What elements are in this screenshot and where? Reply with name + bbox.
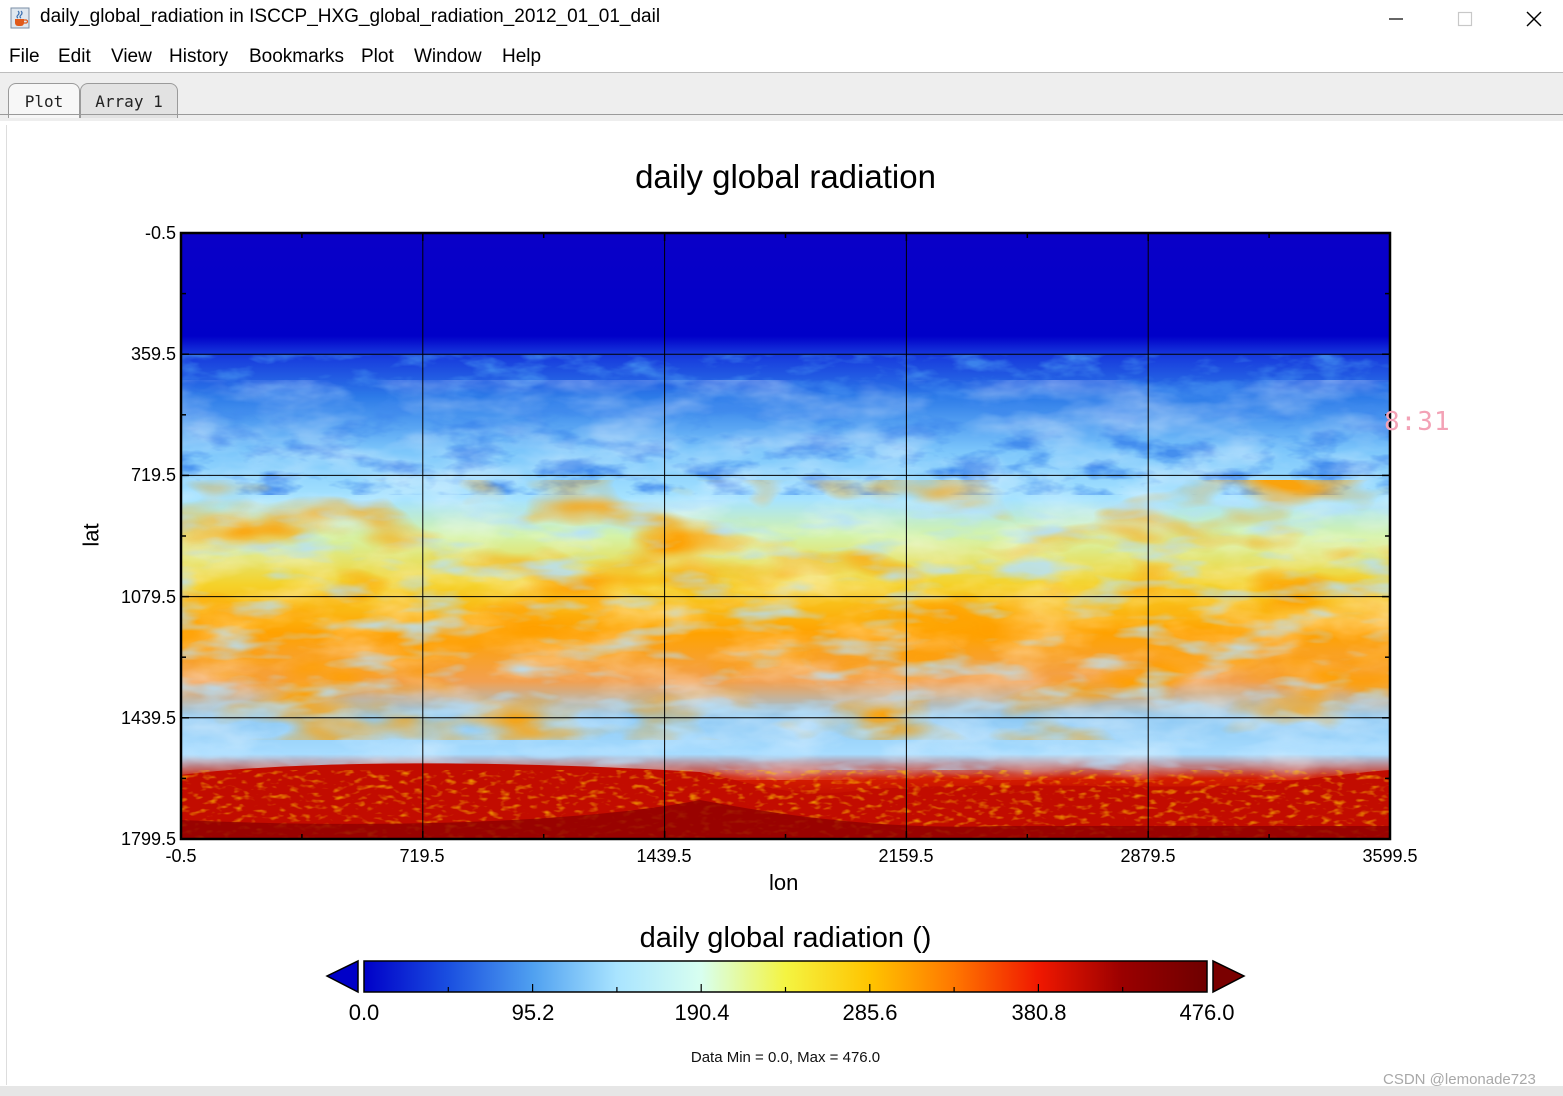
- x-axis-label: lon: [769, 870, 799, 895]
- window-title: daily_global_radiation in ISCCP_HXG_glob…: [40, 6, 661, 27]
- colorbar-tick-label: 380.8: [1011, 1000, 1067, 1025]
- tab-divider: [0, 114, 1563, 115]
- minimize-icon: [1389, 18, 1403, 20]
- tab-array-1[interactable]: Array 1: [80, 83, 178, 118]
- menu-window[interactable]: Window: [414, 46, 482, 67]
- x-tick-label: 719.5: [399, 846, 445, 866]
- x-tick-label: 1439.5: [636, 846, 692, 866]
- tab-plot-label: Plot: [24, 91, 64, 111]
- window-bottom-edge: [0, 1086, 1563, 1096]
- watermark: CSDN @lemonade723: [1383, 1071, 1536, 1088]
- minimize-button[interactable]: [1362, 0, 1430, 38]
- x-tick-label: 2879.5: [1120, 846, 1176, 866]
- close-icon: [1526, 11, 1542, 27]
- colorbar-tick-label: 95.2: [511, 1000, 555, 1025]
- data-range-text: Data Min = 0.0, Max = 476.0: [690, 1049, 881, 1066]
- menu-bookmarks[interactable]: Bookmarks: [249, 46, 345, 67]
- close-button[interactable]: [1500, 0, 1563, 38]
- x-tick-label: -0.5: [165, 846, 197, 866]
- tab-strip: Plot Array 1: [0, 73, 1563, 121]
- y-tick-label: -0.5: [144, 223, 176, 243]
- colorbar-tick-label: 476.0: [1179, 1000, 1235, 1025]
- menu-history[interactable]: History: [169, 46, 229, 67]
- maximize-icon: [1457, 11, 1473, 27]
- colorbar-tick-label: 285.6: [842, 1000, 898, 1025]
- y-tick-label: 359.5: [130, 344, 176, 364]
- y-tick-label: 1439.5: [120, 708, 176, 728]
- plot-title: daily global radiation: [635, 158, 936, 195]
- menu-bar: File Edit View History Bookmarks Plot Wi…: [0, 40, 1563, 73]
- colorbar-tick-label: 0.0: [348, 1000, 380, 1025]
- colorbar-tick-label: 190.4: [674, 1000, 730, 1025]
- colorbar-title: daily global radiation (): [639, 922, 932, 954]
- y-tick-label: 719.5: [130, 465, 176, 485]
- tab-array-1-label: Array 1: [95, 91, 163, 111]
- window-titlebar: daily_global_radiation in ISCCP_HXG_glob…: [0, 0, 1563, 38]
- menu-edit[interactable]: Edit: [58, 46, 91, 67]
- maximize-button[interactable]: [1431, 0, 1499, 38]
- menu-help[interactable]: Help: [502, 46, 542, 67]
- java-cup-icon: [10, 7, 30, 29]
- y-tick-label: 1079.5: [120, 587, 176, 607]
- clock-overlay: 8:31: [1384, 407, 1451, 437]
- y-axis-label: lat: [78, 523, 104, 547]
- menu-view[interactable]: View: [111, 46, 152, 67]
- menu-file[interactable]: File: [9, 46, 40, 67]
- x-tick-label: 3599.5: [1362, 846, 1418, 866]
- x-tick-label: 2159.5: [878, 846, 934, 866]
- tab-plot[interactable]: Plot: [8, 83, 80, 118]
- y-tick-label: 1799.5: [120, 829, 176, 849]
- menu-plot[interactable]: Plot: [361, 46, 394, 67]
